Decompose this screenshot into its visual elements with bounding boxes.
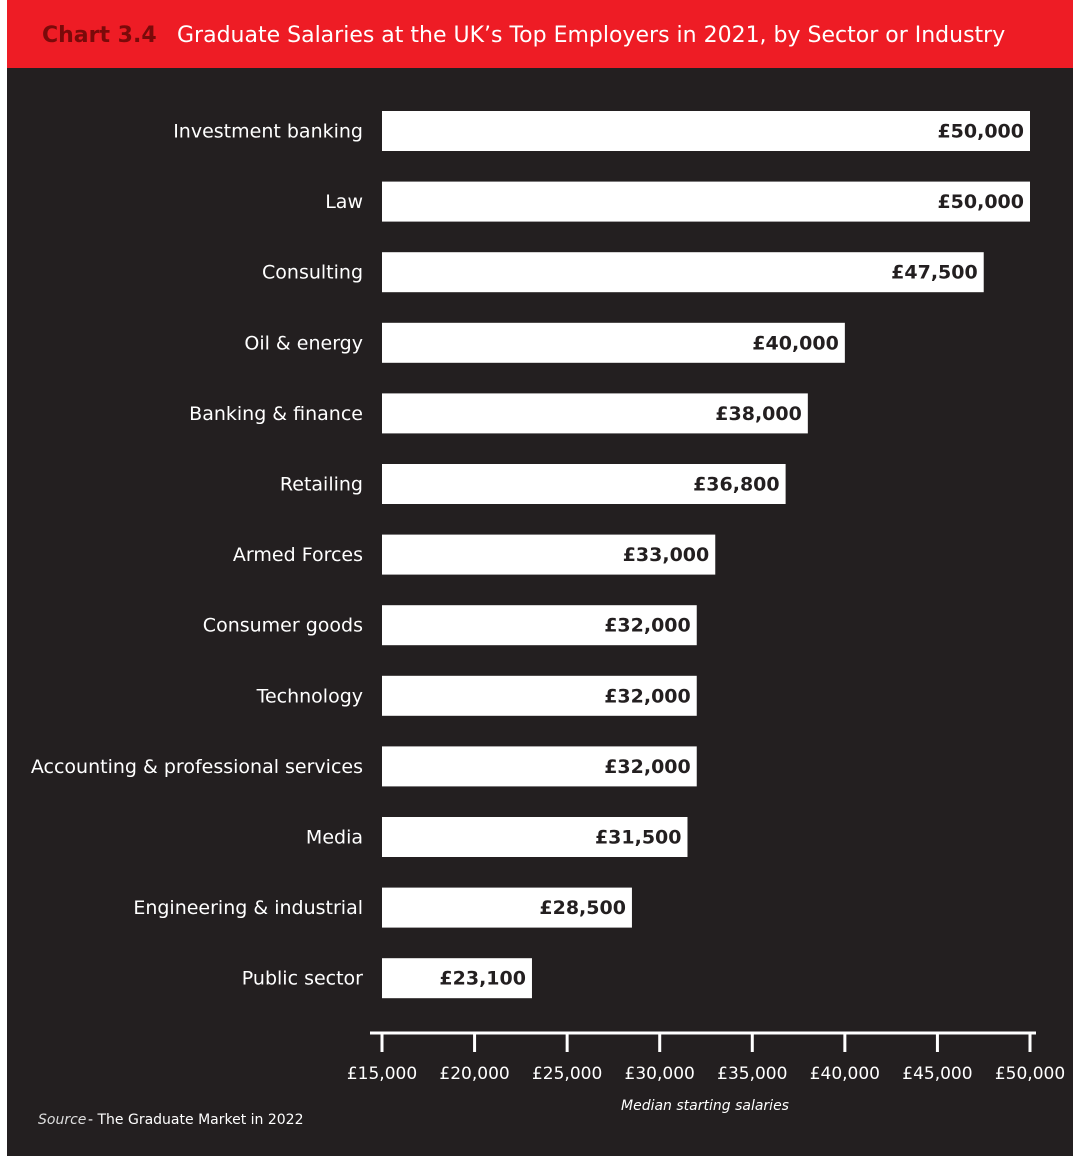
value-label: £50,000: [937, 121, 1024, 143]
y-tick-label: Retailing: [280, 474, 363, 496]
chart-title: Graduate Salaries at the UK’s Top Employ…: [177, 23, 1005, 48]
chart-label: Chart 3.4: [42, 23, 157, 48]
x-tick-label: £25,000: [532, 1064, 602, 1084]
bar: [382, 111, 1030, 151]
x-tick-label: £45,000: [902, 1064, 972, 1084]
x-tick-label: £20,000: [439, 1064, 509, 1084]
y-tick-label: Armed Forces: [233, 544, 363, 566]
y-tick-label: Public sector: [242, 968, 363, 990]
bar: [382, 181, 1030, 222]
y-tick-label: Oil & energy: [244, 332, 363, 354]
y-tick-label: Engineering & industrial: [133, 897, 363, 919]
header-band: [7, 0, 1073, 68]
bar: [382, 393, 808, 434]
x-axis-label: Median starting salaries: [621, 1098, 789, 1114]
bar: [382, 322, 845, 363]
x-tick-label: £15,000: [347, 1064, 417, 1084]
y-tick-label: Media: [306, 827, 363, 849]
y-tick-label: Consumer goods: [203, 615, 363, 637]
bar: [382, 817, 688, 857]
source-label: Source: [38, 1112, 86, 1128]
x-tick-label: £30,000: [625, 1064, 695, 1084]
value-label: £31,500: [595, 827, 682, 849]
value-label: £36,800: [693, 474, 780, 496]
y-tick-label: Technology: [256, 685, 363, 707]
value-label: £50,000: [937, 191, 1024, 213]
bar: [382, 746, 697, 787]
source-text: - The Graduate Market in 2022: [88, 1112, 303, 1128]
x-tick-label: £35,000: [717, 1064, 787, 1084]
value-label: £40,000: [752, 332, 839, 354]
value-label: £38,000: [715, 403, 802, 425]
y-tick-label: Law: [325, 191, 363, 213]
y-tick-label: Accounting & professional services: [31, 756, 363, 778]
y-tick-label: Investment banking: [173, 121, 363, 143]
value-label: £28,500: [539, 897, 626, 919]
bar: [382, 252, 984, 293]
bar: [382, 464, 786, 504]
bar: [382, 675, 697, 716]
bar: [382, 605, 697, 646]
x-tick-label: £40,000: [810, 1064, 880, 1084]
value-label: £33,000: [623, 544, 710, 566]
x-tick-label: £50,000: [995, 1064, 1065, 1084]
y-tick-label: Banking & finance: [189, 403, 363, 425]
y-tick-label: Consulting: [262, 262, 363, 284]
bar: [382, 534, 716, 575]
bar: [382, 958, 532, 999]
value-label: £32,000: [604, 615, 691, 637]
bar: [382, 887, 632, 928]
value-label: £23,100: [439, 968, 526, 990]
value-label: £47,500: [891, 262, 978, 284]
value-label: £32,000: [604, 756, 691, 778]
value-label: £32,000: [604, 685, 691, 707]
